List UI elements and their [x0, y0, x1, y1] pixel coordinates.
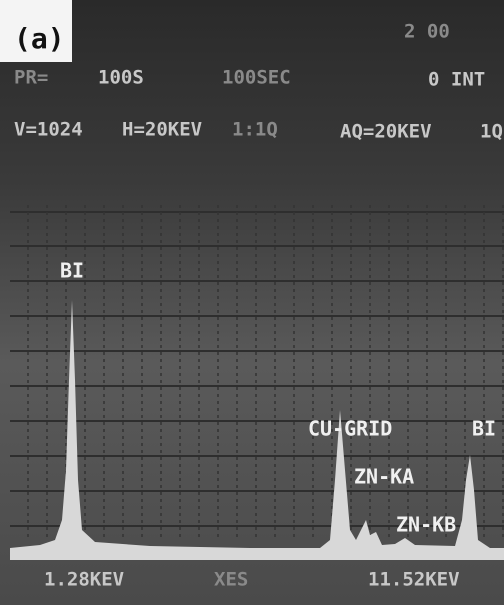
footer-text: XES: [214, 569, 248, 591]
header-text: 100SEC: [222, 67, 291, 89]
screen-photo: (a) 2 00 PR= 100S 100SEC 0 INT V=1024 H=…: [0, 0, 504, 605]
footer-text: 1.28KEV: [44, 569, 124, 591]
header-corner: 2 00: [404, 21, 450, 43]
peak-label: CU-GRID: [308, 417, 392, 441]
header-text: 0 INT: [428, 69, 485, 91]
peak-label: ZN-KA: [354, 465, 414, 489]
header-text: PR=: [14, 67, 48, 89]
header-text: AQ=20KEV: [340, 121, 432, 143]
peak-label: ZN-KB: [396, 513, 456, 537]
header-text: 1:1Q: [232, 119, 278, 141]
peak-label: BI: [60, 259, 84, 283]
footer-text: 11.52KEV: [368, 569, 460, 591]
peak-label: BI: [472, 417, 496, 441]
panel-label: (a): [14, 22, 65, 55]
header-text: 1Q: [480, 121, 503, 143]
header-text: H=20KEV: [122, 119, 202, 141]
header-text: V=1024: [14, 119, 83, 141]
header-text: 100S: [98, 67, 144, 89]
